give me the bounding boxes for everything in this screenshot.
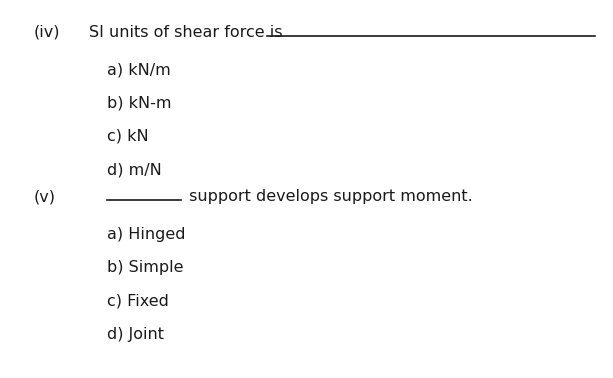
Text: SI units of shear force is: SI units of shear force is bbox=[89, 25, 287, 40]
Text: a) kN/m: a) kN/m bbox=[107, 62, 171, 77]
Text: (v): (v) bbox=[34, 189, 56, 204]
Text: b) kN-m: b) kN-m bbox=[107, 96, 172, 111]
Text: c) Fixed: c) Fixed bbox=[107, 293, 169, 308]
Text: d) m/N: d) m/N bbox=[107, 162, 162, 177]
Text: c) kN: c) kN bbox=[107, 129, 149, 144]
Text: d) Joint: d) Joint bbox=[107, 327, 164, 342]
Text: (iv): (iv) bbox=[34, 25, 60, 40]
Text: support develops support moment.: support develops support moment. bbox=[184, 189, 473, 204]
Text: a) Hinged: a) Hinged bbox=[107, 227, 186, 242]
Text: b) Simple: b) Simple bbox=[107, 260, 184, 275]
